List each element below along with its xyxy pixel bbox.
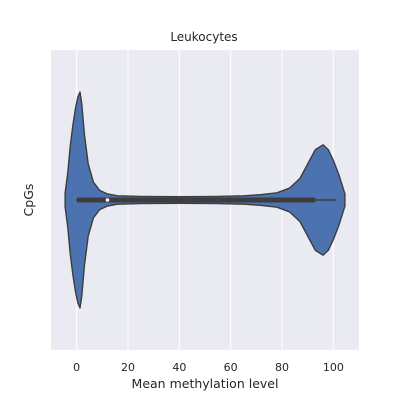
chart-title: Leukocytes [170, 30, 237, 44]
box-median [105, 198, 110, 202]
x-tick-label-20: 20 [121, 361, 135, 374]
y-axis-label: CpGs [21, 184, 36, 217]
x-tick-label-60: 60 [224, 361, 238, 374]
x-tick-label-100: 100 [323, 361, 344, 374]
x-axis-label: Mean methylation level [132, 376, 279, 391]
violin-group [64, 91, 346, 309]
x-tick-label-80: 80 [275, 361, 289, 374]
x-tick-labels: 0 20 40 60 80 100 [73, 361, 344, 374]
box-iqr [76, 197, 316, 203]
x-tick-label-0: 0 [73, 361, 80, 374]
x-tick-label-40: 40 [172, 361, 186, 374]
